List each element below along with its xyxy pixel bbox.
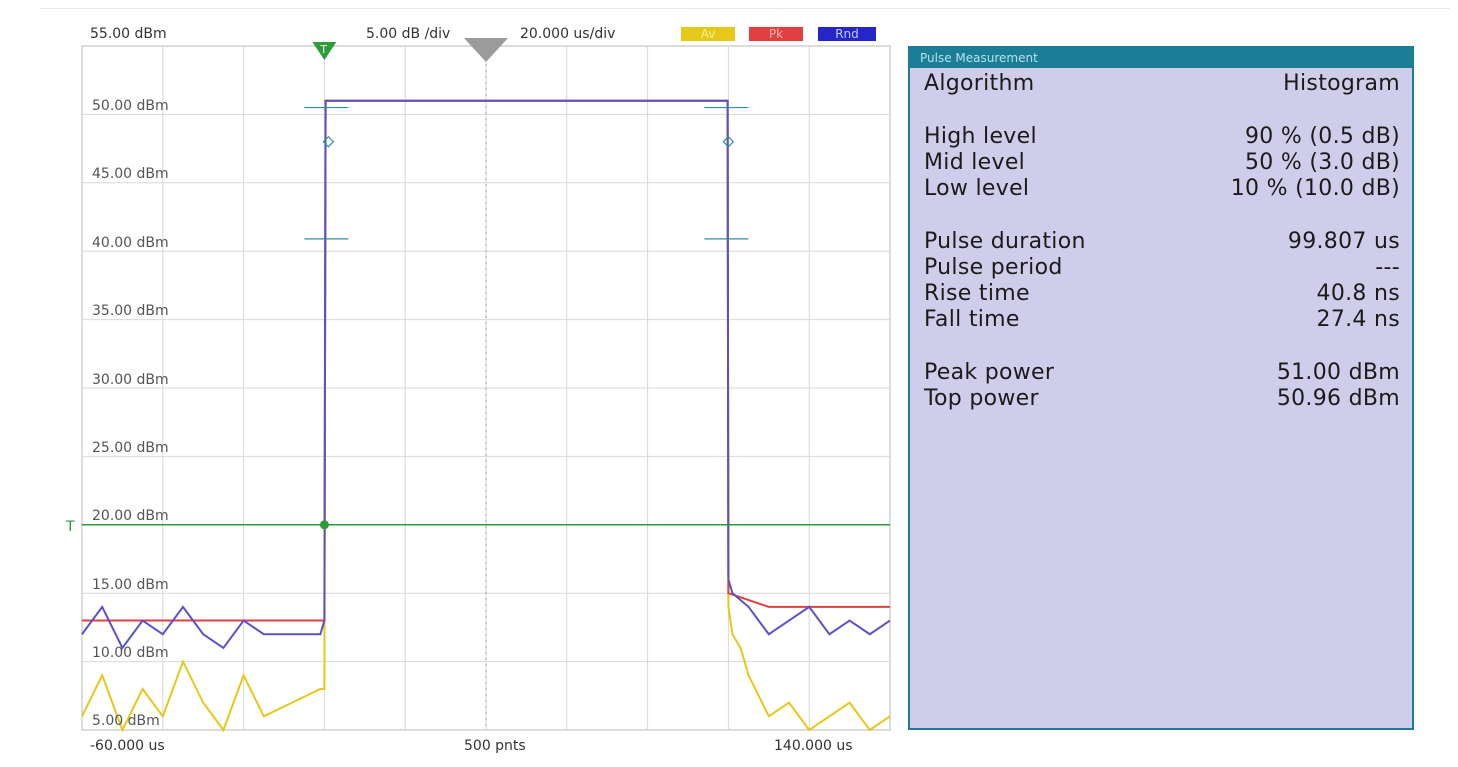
y-tick-label: 20.00 dBm xyxy=(92,508,169,524)
measurement-value: 40.8 ns xyxy=(1316,280,1400,306)
scale-label: 5.00 dB /div xyxy=(366,26,451,42)
x-start-label: -60.000 us xyxy=(90,738,165,754)
measurement-row-peak-power: Peak power 51.00 dBm xyxy=(924,359,1400,385)
mid-level-diamond-icon xyxy=(322,135,335,148)
measurement-label: Pulse period xyxy=(924,254,1063,280)
measurement-value: Histogram xyxy=(1283,70,1400,96)
measurement-value: 10 % (10.0 dB) xyxy=(1230,175,1400,201)
measurement-value: 99.807 us xyxy=(1287,228,1400,254)
measurement-row-mid-level: Mid level 50 % (3.0 dB) xyxy=(924,149,1400,175)
measurement-value: 27.4 ns xyxy=(1316,306,1400,332)
measurement-row-pulse-period: Pulse period --- xyxy=(924,254,1400,280)
measurement-value: 50 % (3.0 dB) xyxy=(1245,149,1400,175)
measurement-label: Pulse duration xyxy=(924,228,1086,254)
center-marker-icon xyxy=(464,38,508,62)
trigger-time-marker-icon xyxy=(312,42,337,60)
y-tick-label: 30.00 dBm xyxy=(92,372,169,388)
top-divider xyxy=(40,8,1450,9)
y-tick-label: 45.00 dBm xyxy=(92,166,169,182)
plot-area[interactable]: TT xyxy=(0,0,900,767)
x-stop-label: 140.000 us xyxy=(774,738,853,754)
mid-level-diamond-icon xyxy=(722,135,735,148)
measurement-value: --- xyxy=(1375,254,1400,280)
y-tick-label: 5.00 dBm xyxy=(92,713,160,729)
measurement-value: 50.96 dBm xyxy=(1276,385,1400,411)
trigger-point-marker xyxy=(319,520,329,530)
panel-title: Pulse Measurement xyxy=(910,48,1412,68)
measurement-label: Mid level xyxy=(924,149,1026,175)
legend-pk-button[interactable]: Pk xyxy=(749,27,803,41)
measurement-label: High level xyxy=(924,123,1037,149)
legend-rnd-button[interactable]: Rnd xyxy=(818,27,876,41)
measurement-row-fall-time: Fall time 27.4 ns xyxy=(924,306,1400,332)
measurement-row-high-level: High level 90 % (0.5 dB) xyxy=(924,123,1400,149)
points-label: 500 pnts xyxy=(464,738,526,754)
measurement-label: Fall time xyxy=(924,306,1020,332)
measurement-label: Top power xyxy=(924,385,1039,411)
y-tick-label: 50.00 dBm xyxy=(92,98,169,114)
measurement-label: Low level xyxy=(924,175,1030,201)
measurement-label: Peak power xyxy=(924,359,1055,385)
y-tick-label: 25.00 dBm xyxy=(92,440,169,456)
y-tick-label: 40.00 dBm xyxy=(92,235,169,251)
measurement-label: Algorithm xyxy=(924,70,1035,96)
time-scale-label: 20.000 us/div xyxy=(520,26,616,42)
measurement-label: Rise time xyxy=(924,280,1030,306)
legend-av-button[interactable]: Av xyxy=(681,27,735,41)
trace-rnd xyxy=(81,99,891,650)
measurement-row-pulse-duration: Pulse duration 99.807 us xyxy=(924,228,1400,254)
ref-level-label: 55.00 dBm xyxy=(90,26,167,42)
measurement-row-algorithm: Algorithm Histogram xyxy=(924,70,1400,96)
y-tick-label: 35.00 dBm xyxy=(92,303,169,319)
measurement-row-rise-time: Rise time 40.8 ns xyxy=(924,280,1400,306)
measurement-value: 51.00 dBm xyxy=(1276,359,1400,385)
measurement-value: 90 % (0.5 dB) xyxy=(1245,123,1400,149)
y-tick-label: 15.00 dBm xyxy=(92,577,169,593)
y-tick-label: 10.00 dBm xyxy=(92,645,169,661)
measurement-row-low-level: Low level 10 % (10.0 dB) xyxy=(924,175,1400,201)
pulse-measurement-panel: Pulse Measurement Algorithm Histogram Hi… xyxy=(908,46,1414,730)
trigger-time-marker-label: T xyxy=(319,43,327,56)
measurement-row-top-power: Top power 50.96 dBm xyxy=(924,385,1400,411)
trigger-level-label: T xyxy=(65,519,75,535)
